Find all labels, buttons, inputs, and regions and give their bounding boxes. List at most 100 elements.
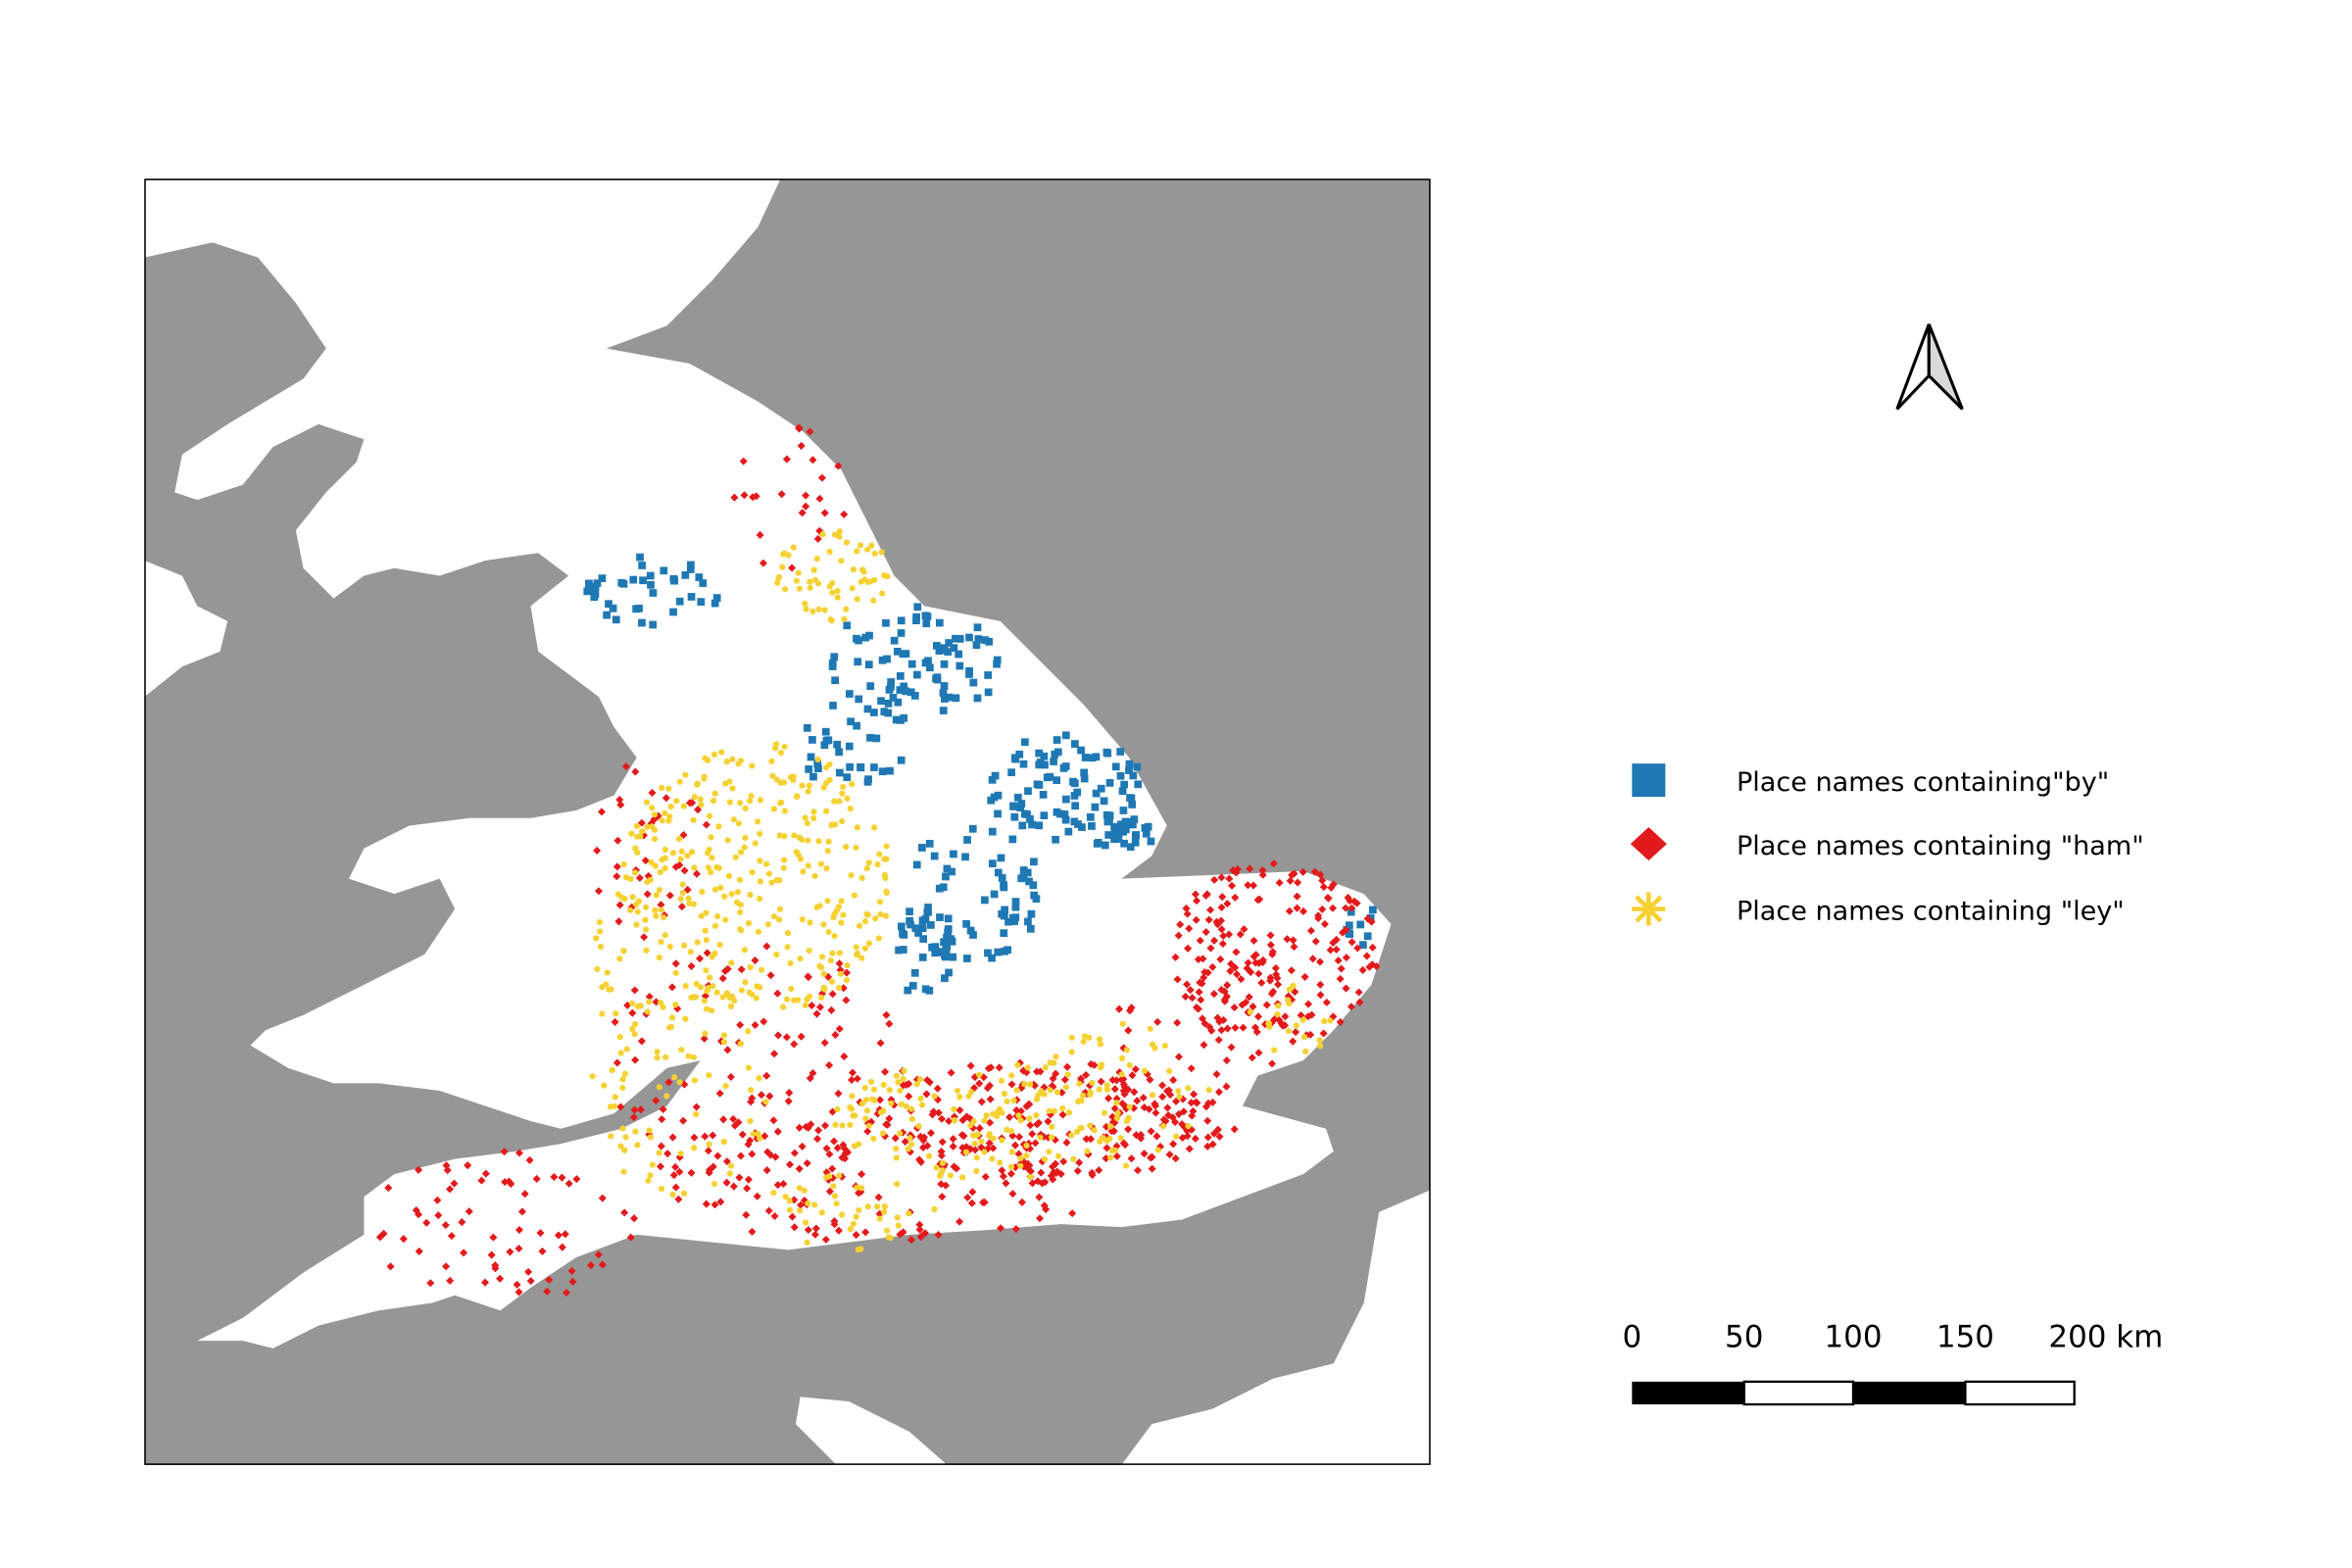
ley-point: [749, 762, 756, 769]
by-point: [1061, 731, 1070, 740]
ley-point: [1023, 1152, 1030, 1159]
by-point: [900, 931, 908, 939]
ham-point: [1362, 952, 1371, 960]
ley-point: [1053, 1054, 1059, 1060]
ley-point: [787, 774, 795, 781]
ley-point: [834, 587, 841, 595]
ley-point: [781, 808, 789, 814]
ley-point: [649, 823, 656, 830]
ham-point: [1300, 972, 1309, 981]
ley-point: [865, 859, 872, 866]
by-point: [917, 844, 926, 852]
ham-point: [1187, 1125, 1196, 1134]
ham-point: [1217, 925, 1226, 934]
ham-point: [831, 1030, 840, 1039]
ham-point: [730, 493, 739, 502]
ham-point: [1288, 870, 1297, 879]
ham-point: [743, 1184, 752, 1193]
by-point: [1088, 822, 1096, 830]
by-point: [930, 852, 939, 860]
ham-point: [612, 872, 621, 881]
ley-point: [750, 1130, 757, 1138]
ley-point: [694, 939, 701, 946]
ham-point: [882, 1120, 891, 1129]
ley-point: [668, 1014, 676, 1021]
ham-point: [1217, 985, 1226, 994]
ley-point: [807, 578, 813, 585]
ham-point: [1250, 936, 1258, 945]
ley-point: [1068, 1034, 1075, 1041]
ham-point: [817, 473, 826, 482]
ley-point: [616, 1034, 623, 1041]
ham-point: [928, 1110, 937, 1119]
ham-point: [1026, 1121, 1035, 1130]
ham-point: [1108, 1118, 1117, 1127]
ley-point: [1126, 1103, 1133, 1110]
ham-point: [1165, 1151, 1174, 1159]
ley-point: [706, 846, 712, 854]
ley-point: [1113, 1100, 1120, 1106]
by-point: [1064, 827, 1073, 836]
by-point: [962, 919, 970, 928]
ham-point: [514, 1225, 523, 1235]
ham-point: [1159, 1115, 1168, 1124]
ley-point: [631, 1020, 639, 1028]
ley-point: [646, 1127, 653, 1134]
by-point: [864, 661, 873, 668]
by-point: [699, 579, 708, 587]
ham-point: [1182, 904, 1191, 912]
by-point: [1071, 740, 1079, 748]
by-point: [1010, 812, 1019, 821]
ham-point: [500, 1148, 509, 1156]
by-point: [669, 608, 677, 616]
ley-point: [939, 1167, 946, 1174]
by-point: [892, 715, 901, 724]
ley-point: [643, 947, 650, 954]
by-point: [922, 619, 931, 627]
legend-swatch-by: [1632, 763, 1666, 798]
by-point: [972, 641, 981, 650]
ham-point: [1290, 943, 1298, 952]
ham-point: [1267, 989, 1276, 999]
ley-point: [805, 1200, 811, 1207]
ley-point: [788, 985, 795, 993]
ley-point: [840, 911, 847, 918]
by-point: [1105, 816, 1113, 825]
ley-point: [838, 898, 845, 905]
ley-point: [776, 916, 783, 923]
ham-point: [716, 1198, 725, 1206]
ley-point: [1123, 1047, 1130, 1054]
by-point: [899, 946, 907, 954]
ley-point: [1007, 1163, 1015, 1170]
ham-point: [659, 1104, 667, 1113]
by-point: [894, 698, 903, 707]
ley-point: [954, 1087, 961, 1094]
ley-point: [1275, 1003, 1282, 1009]
ham-point: [919, 1133, 929, 1142]
ley-point: [831, 933, 838, 940]
ley-point: [649, 805, 656, 811]
ley-point: [722, 916, 729, 923]
ham-point: [1051, 1159, 1060, 1168]
ley-point: [737, 908, 744, 915]
ley-point: [762, 1099, 769, 1105]
by-point: [961, 853, 969, 861]
ham-point: [919, 1143, 928, 1152]
ley-point: [978, 1138, 985, 1145]
ley-point: [784, 929, 791, 937]
ham-point: [1056, 1169, 1065, 1179]
ley-point: [874, 861, 881, 868]
legend-label-ham: Place names containing "ham": [1737, 831, 2144, 861]
ley-point: [1176, 1094, 1183, 1101]
ham-point: [966, 1061, 975, 1070]
ham-point: [834, 462, 843, 470]
ley-point: [747, 891, 754, 899]
ham-point: [785, 1089, 794, 1098]
ley-point: [617, 1143, 624, 1150]
ham-point: [1158, 1093, 1167, 1102]
ham-point: [1231, 1023, 1240, 1032]
by-point: [1035, 760, 1044, 769]
ham-point: [1220, 995, 1229, 1004]
by-point: [1133, 762, 1142, 771]
ley-point: [905, 1146, 911, 1152]
